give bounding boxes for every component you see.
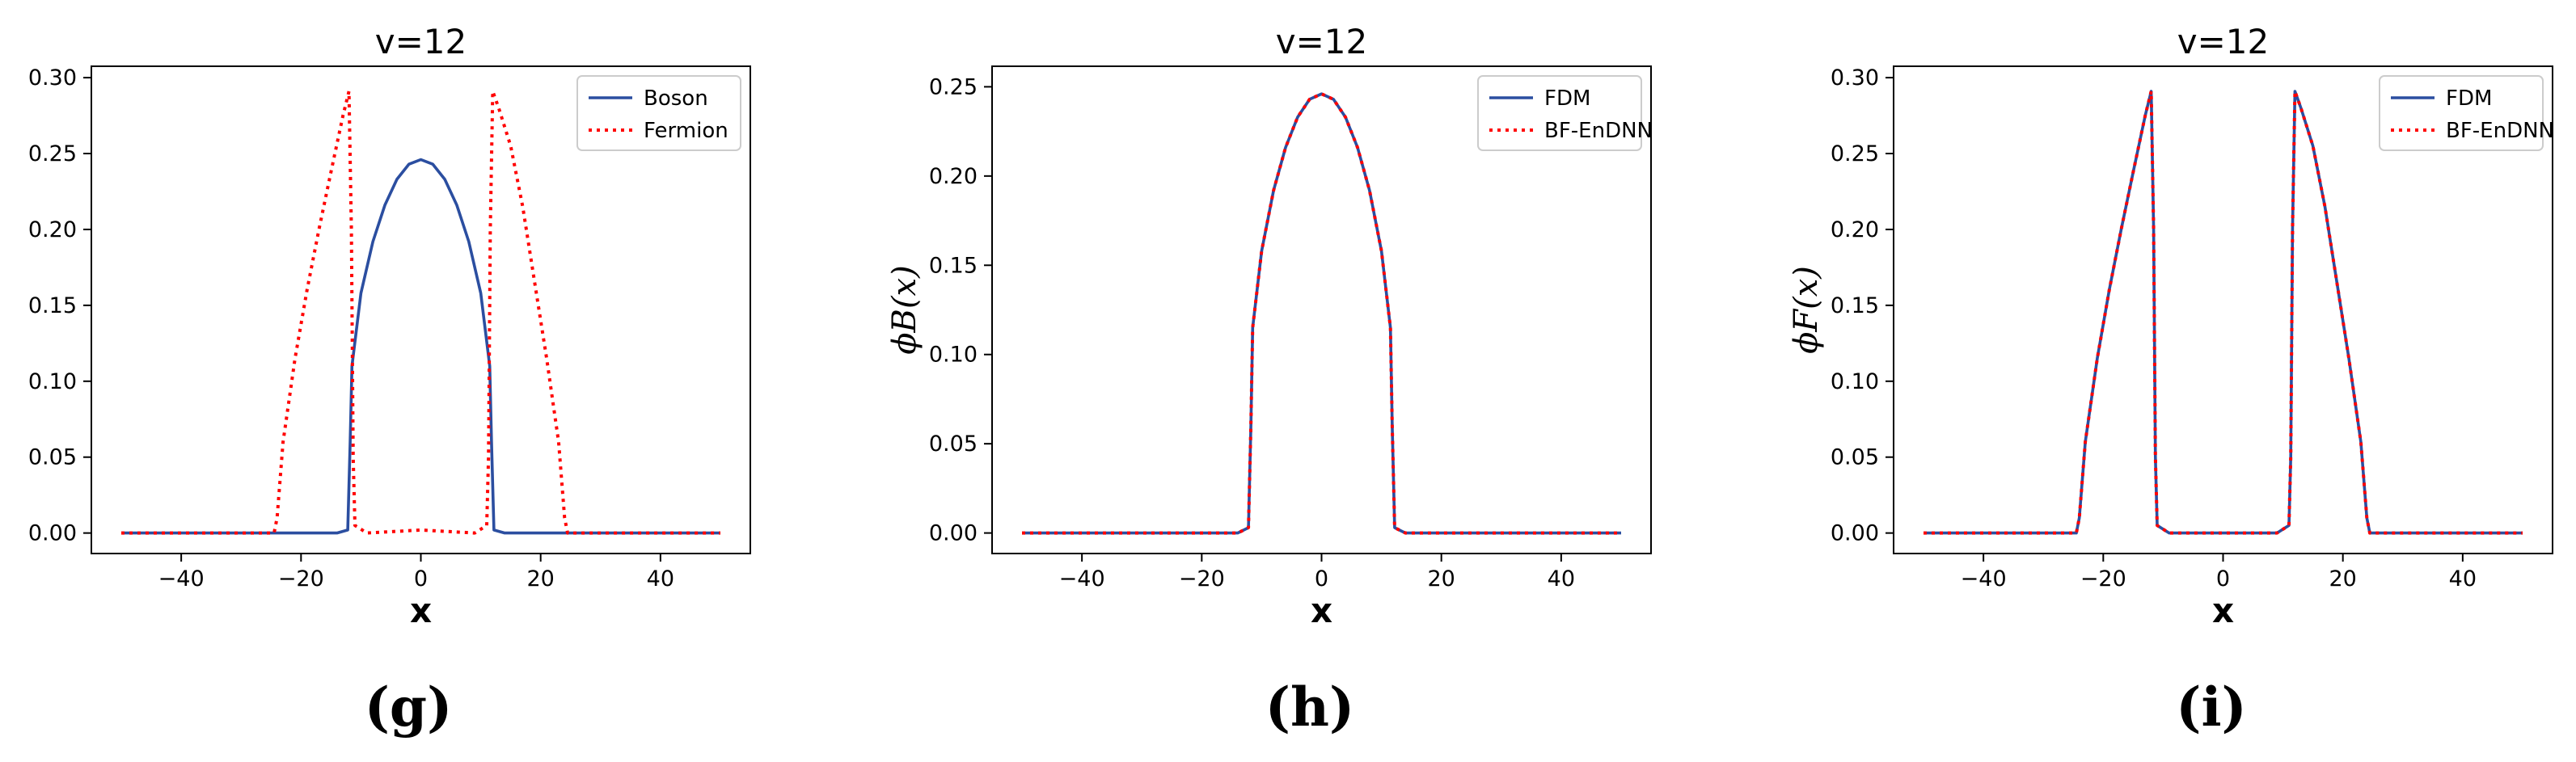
- y-tick-label: 0.30: [28, 65, 77, 91]
- x-tick-label: 40: [647, 566, 674, 591]
- x-tick-label: −20: [2080, 566, 2126, 591]
- x-tick-label: −40: [1059, 566, 1105, 591]
- series-line-fermion: [121, 90, 720, 535]
- x-tick-label: 20: [527, 566, 555, 591]
- x-tick-label: −40: [1961, 566, 2007, 591]
- y-tick-label: 0.15: [28, 293, 77, 318]
- panel-label: (g): [365, 676, 453, 739]
- y-tick-label: 0.30: [1831, 65, 1879, 91]
- panel-label: (h): [1265, 676, 1354, 739]
- y-tick-label: 0.05: [1831, 445, 1879, 470]
- legend-entry-label: BF-EnDNN: [2446, 119, 2554, 143]
- chart-panel-2: −40 −20 0 20 40 0.00 0.05 0.10 0.15 0.20 0.25 0.30 v…: [1788, 22, 2554, 739]
- y-tick-label: 0.05: [929, 432, 978, 457]
- x-tick-label: 20: [2329, 566, 2357, 591]
- y-tick-label: 0.00: [1831, 521, 1879, 546]
- legend-entry-label: FDM: [2446, 86, 2492, 111]
- y-tick-label: 0.05: [28, 445, 77, 470]
- legend: FDM BF-EnDNN: [2379, 75, 2554, 151]
- y-tick-label: 0.20: [1831, 217, 1879, 242]
- y-axis-label: ϕB(x): [886, 265, 923, 354]
- chart-panel-1: −40 −20 0 20 40 0.00 0.05 0.10 0.15 0.20 0.25 v=12 x…: [886, 22, 1653, 739]
- series-line-bf-endnn: [1924, 90, 2523, 535]
- series-line-fdm: [1924, 90, 2523, 535]
- legend: FDM BF-EnDNN: [1477, 75, 1653, 151]
- legend-box: [2379, 75, 2544, 151]
- chart-title: v=12: [375, 22, 467, 61]
- chart-title: v=12: [2177, 22, 2270, 61]
- y-tick-label: 0.10: [1831, 369, 1879, 394]
- legend-box: [576, 75, 741, 151]
- y-tick-label: 0.25: [28, 141, 77, 166]
- x-tick-label: −20: [1179, 566, 1225, 591]
- x-tick-label: 0: [2216, 566, 2230, 591]
- y-tick-label: 0.10: [28, 369, 77, 394]
- y-tick-label: 0.15: [929, 253, 978, 278]
- x-axis-label: x: [1311, 591, 1332, 630]
- y-tick-label: 0.15: [1831, 293, 1879, 318]
- chart-title: v=12: [1276, 22, 1368, 61]
- panel-label: (i): [2176, 676, 2247, 739]
- x-tick-label: 0: [1315, 566, 1328, 591]
- legend-entry-label: FDM: [1544, 86, 1590, 111]
- y-tick-label: 0.25: [1831, 141, 1879, 166]
- x-tick-label: −40: [158, 566, 205, 591]
- legend-entry-label: BF-EnDNN: [1544, 119, 1653, 143]
- y-tick-label: 0.25: [929, 74, 978, 99]
- series-line-fdm: [1022, 92, 1621, 535]
- y-tick-label: 0.20: [28, 217, 77, 242]
- series-line-boson: [121, 158, 720, 535]
- x-axis-label: x: [410, 591, 432, 630]
- x-tick-label: −20: [278, 566, 324, 591]
- legend-entry-label: Fermion: [644, 119, 728, 143]
- legend-box: [1477, 75, 1642, 151]
- chart-panel-0: −40 −20 0 20 40 0.00 0.05 0.10 0.15 0.20 0.25 0.30 v…: [28, 22, 751, 739]
- legend: Boson Fermion: [576, 75, 741, 151]
- series-line-bf-endnn: [1022, 92, 1621, 535]
- y-tick-label: 0.10: [929, 343, 978, 368]
- x-axis-label: x: [2212, 591, 2234, 630]
- legend-entry-label: Boson: [644, 86, 708, 111]
- y-tick-label: 0.20: [929, 164, 978, 189]
- y-tick-label: 0.00: [929, 521, 978, 546]
- x-tick-label: 20: [1428, 566, 1455, 591]
- x-tick-label: 0: [414, 566, 428, 591]
- y-tick-label: 0.00: [28, 521, 77, 546]
- y-axis-label: ϕF(x): [1788, 266, 1825, 354]
- x-tick-label: 40: [1548, 566, 1575, 591]
- x-tick-label: 40: [2449, 566, 2477, 591]
